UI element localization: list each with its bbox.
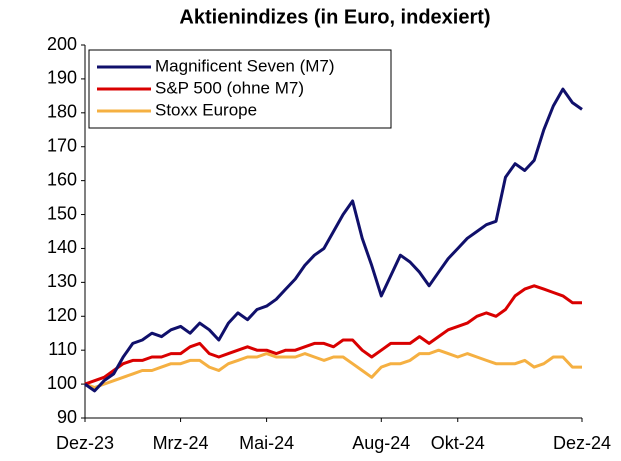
- legend-label: Stoxx Europe: [155, 100, 257, 119]
- y-tick-label: 120: [47, 305, 77, 325]
- x-tick-label: Mrz-24: [153, 433, 209, 453]
- y-tick-label: 140: [47, 237, 77, 257]
- y-tick-label: 180: [47, 102, 77, 122]
- y-tick-label: 110: [48, 339, 77, 359]
- y-tick-label: 190: [47, 68, 77, 88]
- legend-label: S&P 500 (ohne M7): [155, 78, 304, 97]
- x-tick-label: Aug-24: [352, 433, 410, 453]
- y-tick-label: 160: [47, 169, 77, 189]
- y-tick-label: 200: [47, 34, 77, 54]
- line-series: [84, 348, 582, 389]
- y-tick-label: 100: [47, 373, 77, 393]
- x-tick-label: Okt-24: [431, 433, 485, 453]
- line-series: [84, 284, 582, 386]
- chart-title: Aktienindizes (in Euro, indexiert): [179, 6, 490, 28]
- y-tick-label: 150: [47, 203, 77, 223]
- legend-label: Magnificent Seven (M7): [155, 56, 335, 75]
- x-tick-label: Mai-24: [239, 433, 294, 453]
- y-tick-label: 170: [47, 135, 77, 155]
- y-tick-label: 90: [57, 407, 77, 427]
- line-series: [84, 87, 583, 393]
- x-tick-label: Dez-23: [56, 433, 114, 453]
- y-tick-label: 130: [47, 271, 77, 291]
- x-tick-label: Dez-24: [553, 433, 611, 453]
